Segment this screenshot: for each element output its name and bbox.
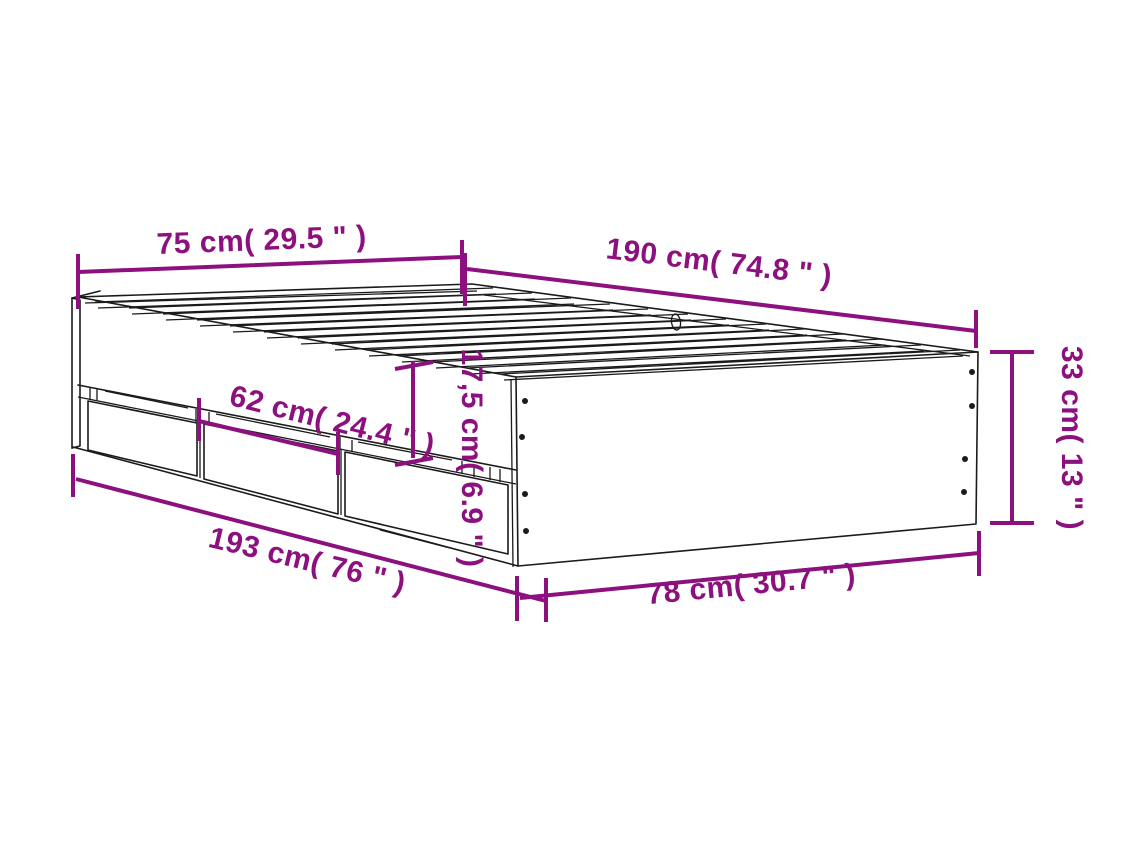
dimension-head-width: 75 cm( 29.5 " ): [76, 220, 464, 309]
screw: [522, 398, 528, 404]
dimension-label-193cm: 193 cm( 76 " ): [205, 521, 408, 600]
drawer-1: [87, 400, 198, 477]
dimension-label-190cm: 190 cm( 74.8 " ): [604, 232, 834, 292]
foot-end-panel: [510, 351, 979, 568]
dimension-label-78cm: 78 cm( 30.7 " ): [645, 558, 857, 611]
side-rail-front: [77, 296, 517, 549]
screw: [962, 456, 968, 462]
screw: [522, 491, 528, 497]
screw: [961, 489, 967, 495]
bed-frame-wireframe: [71, 283, 979, 568]
drawer-3: [344, 451, 509, 555]
dimension-drawer-width: 62 cm( 24.4 " ): [197, 379, 438, 475]
head-end-panel: [71, 290, 101, 449]
dimension-label-17-5cm: 17,5 cm( 6.9 " ): [455, 349, 488, 568]
dimension-side-length-top: 190 cm( 74.8 " ): [463, 232, 978, 348]
bed-slats: [94, 287, 964, 381]
dimension-frame-height: 33 cm( 13 " ): [990, 346, 1088, 530]
side-bottom-edge: [71, 446, 519, 567]
screw: [523, 528, 529, 534]
screw: [969, 369, 975, 375]
screw: [519, 434, 525, 440]
dimension-label-75cm: 75 cm( 29.5 " ): [156, 220, 367, 261]
dimension-label-33cm: 33 cm( 13 " ): [1055, 346, 1088, 530]
dimension-drawer-height: 17,5 cm( 6.9 " ): [394, 349, 488, 568]
screw: [969, 403, 975, 409]
